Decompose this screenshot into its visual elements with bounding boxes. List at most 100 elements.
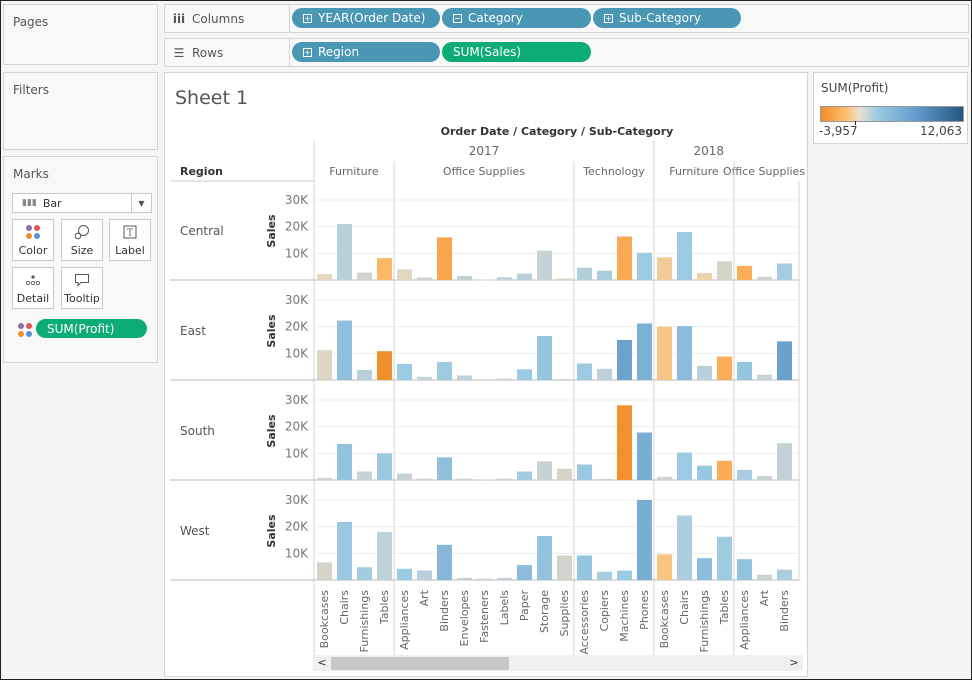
bar	[597, 478, 612, 480]
y-tick-label: 20K	[285, 520, 309, 534]
bar	[657, 554, 672, 580]
sub-category-label: Paper	[518, 590, 531, 622]
sheet-title: Sheet 1	[175, 87, 249, 109]
detail-label: Detail	[16, 292, 50, 305]
filters-panel[interactable]: Filters	[3, 72, 158, 150]
scroll-left-arrow[interactable]: <	[317, 656, 327, 669]
region-label: West	[180, 524, 210, 538]
y-axis-title: Sales	[265, 514, 278, 548]
profit-color-pill[interactable]: SUM(Profit)	[36, 319, 147, 338]
color-button[interactable]: Color	[12, 219, 54, 261]
sub-category-label: Phones	[638, 590, 651, 630]
horizontal-scrollbar[interactable]: < >	[313, 655, 803, 671]
expand-icon[interactable]: +	[604, 13, 613, 23]
bar	[737, 361, 752, 380]
pages-title: Pages	[13, 15, 49, 29]
chevron-down-icon[interactable]: ▼	[131, 194, 151, 212]
sub-category-label: Bookcases	[318, 590, 331, 649]
bar	[717, 536, 732, 580]
mark-type-value: Bar	[42, 196, 62, 210]
sub-category-label: Furnishings	[698, 590, 711, 653]
columns-shelf[interactable]: iii Columns + YEAR(Order Date) − Categor…	[164, 4, 969, 33]
bar	[677, 232, 692, 280]
y-tick-label: 10K	[285, 446, 309, 460]
bar	[697, 558, 712, 580]
sub-category-label: Furnishings	[358, 590, 371, 653]
bar	[537, 250, 552, 280]
color-icon	[26, 225, 40, 239]
scroll-right-arrow[interactable]: >	[789, 656, 799, 669]
bar	[377, 351, 392, 380]
sub-category-label: Fasteners	[478, 590, 491, 643]
sub-category-label: Chairs	[678, 590, 691, 625]
bar	[357, 471, 372, 480]
scrollbar-thumb[interactable]	[331, 657, 509, 670]
category-pill[interactable]: − Category	[442, 8, 591, 28]
bar	[457, 276, 472, 280]
sub-category-label: Storage	[538, 590, 551, 633]
rows-shelf[interactable]: ☰ Rows + Region SUM(Sales)	[164, 38, 969, 67]
bar	[637, 252, 652, 280]
color-label: Color	[18, 244, 48, 257]
bar	[777, 263, 792, 280]
tooltip-label: Tooltip	[64, 292, 100, 305]
bar	[337, 320, 352, 380]
bar	[517, 471, 532, 480]
pages-panel[interactable]: Pages	[3, 4, 158, 65]
bar	[517, 273, 532, 280]
bar	[497, 378, 512, 380]
bar	[337, 521, 352, 580]
detail-button[interactable]: Detail	[12, 267, 54, 309]
rows-icon: ☰	[173, 45, 185, 60]
year-order-date-pill[interactable]: + YEAR(Order Date)	[292, 8, 440, 28]
category-header: Furniture	[329, 165, 379, 178]
bar	[757, 476, 772, 480]
region-label: East	[180, 324, 206, 338]
sub-category-pill[interactable]: + Sub-Category	[593, 8, 741, 28]
y-tick-label: 20K	[285, 420, 309, 434]
bar-chart-icon: ▮▮▮	[22, 198, 37, 208]
bar	[457, 375, 472, 380]
year-header: 2018	[693, 144, 724, 158]
bar	[517, 369, 532, 380]
bar	[577, 267, 592, 280]
bar	[737, 559, 752, 580]
y-axis-title: Sales	[265, 214, 278, 248]
sub-category-label: Copiers	[598, 590, 611, 632]
mark-type-dropdown[interactable]: ▮▮▮ Bar ▼	[12, 193, 152, 213]
legend-color-ramp	[820, 106, 964, 122]
bar	[437, 544, 452, 580]
label-label: Label	[115, 244, 145, 257]
legend-min: -3,957	[819, 124, 858, 138]
bar	[737, 265, 752, 280]
bar	[317, 274, 332, 280]
legend-max: 12,063	[920, 124, 962, 138]
sum-sales-pill[interactable]: SUM(Sales)	[442, 42, 591, 62]
expand-icon[interactable]: +	[303, 13, 312, 23]
size-button[interactable]: Size	[61, 219, 103, 261]
bar	[517, 565, 532, 580]
tooltip-button[interactable]: Tooltip	[61, 267, 103, 309]
sub-category-label: Appliances	[738, 590, 751, 650]
sub-category-label: Art	[418, 589, 431, 606]
sub-category-label: Accessories	[578, 590, 591, 655]
columns-header-title: Order Date / Category / Sub-Category	[441, 125, 674, 138]
bar	[677, 452, 692, 480]
size-label: Size	[70, 244, 94, 257]
bar	[477, 379, 492, 381]
bar-chart: Order Date / Category / Sub-Category Regi…	[170, 125, 805, 655]
bar	[537, 536, 552, 580]
bar	[717, 460, 732, 480]
filters-title: Filters	[13, 83, 49, 97]
region-pill[interactable]: + Region	[292, 42, 440, 62]
svg-text:T: T	[127, 229, 133, 239]
bar	[777, 443, 792, 480]
bar	[437, 361, 452, 380]
sub-category-label: Machines	[618, 590, 631, 642]
label-button[interactable]: T Label	[109, 219, 151, 261]
bar	[377, 453, 392, 480]
collapse-icon[interactable]: −	[453, 13, 462, 23]
expand-icon[interactable]: +	[303, 47, 312, 57]
bar	[637, 323, 652, 380]
sub-category-label: Tables	[378, 590, 391, 625]
